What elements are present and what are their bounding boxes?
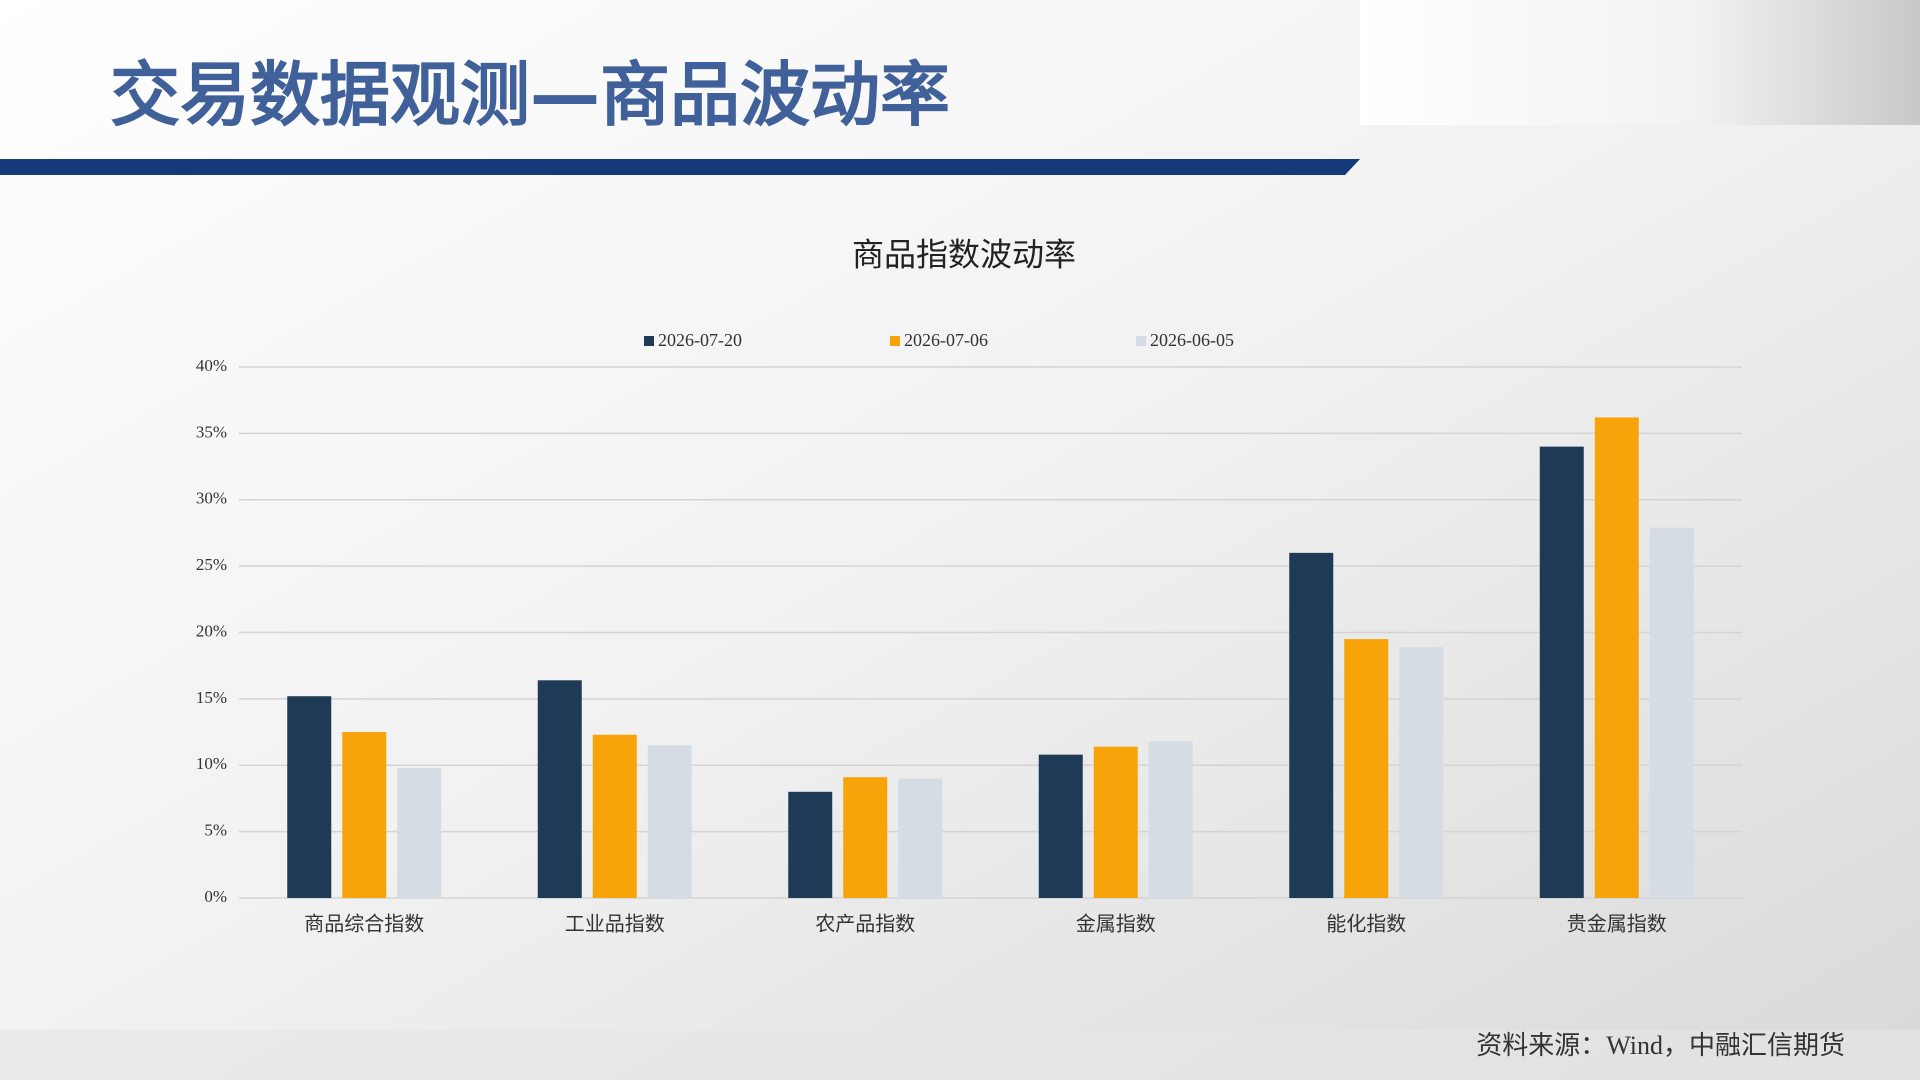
header-bar (0, 159, 1360, 175)
bar (898, 778, 943, 898)
page-title: 交易数据观测—商品波动率 (110, 54, 950, 136)
x-tick-label: 贵金属指数 (1567, 913, 1667, 936)
legend-label: 2026-07-06 (904, 330, 988, 350)
x-tick-label: 农产品指数 (815, 913, 915, 936)
bar (1093, 746, 1138, 898)
bar (1289, 552, 1334, 898)
bar (1148, 741, 1193, 898)
x-tick-label: 工业品指数 (565, 913, 665, 936)
bar (1399, 647, 1444, 898)
bar (1344, 639, 1389, 898)
x-tick-label: 能化指数 (1326, 913, 1406, 936)
chart-title: 商品指数波动率 (852, 236, 1076, 272)
bar (788, 791, 833, 898)
bar (397, 767, 442, 898)
legend-swatch (890, 336, 900, 346)
bar (537, 680, 582, 898)
y-tick-label: 35% (196, 422, 227, 441)
legend-label: 2026-07-20 (658, 330, 742, 350)
bar (1539, 446, 1584, 898)
plot: 0% 5% 10% 15% 20% 25% 30% 35% 40% 2026-07-20 2026-… (196, 330, 1742, 936)
bar (342, 732, 387, 898)
footer-band (0, 1030, 1920, 1080)
bar (287, 696, 332, 898)
bar (843, 777, 888, 898)
x-tick-label: 金属指数 (1076, 913, 1156, 936)
y-tick-label: 25% (196, 555, 227, 574)
y-tick-label: 30% (196, 489, 227, 508)
bar (592, 734, 637, 898)
bar (647, 745, 692, 898)
y-tick-label: 15% (196, 688, 227, 707)
bar (1038, 754, 1083, 898)
header-shade (1360, 0, 1920, 125)
bar (1594, 417, 1639, 898)
y-tick-label: 20% (196, 621, 227, 640)
source: 资料来源：Wind，中融汇信期货 (1476, 1031, 1845, 1060)
legend-swatch (644, 336, 654, 346)
y-tick-label: 5% (204, 821, 227, 840)
legend-label: 2026-06-05 (1150, 330, 1234, 350)
legend-swatch (1136, 336, 1146, 346)
x-tick-label: 商品综合指数 (304, 913, 424, 936)
y-tick-label: 40% (196, 356, 227, 375)
y-tick-label: 10% (196, 754, 227, 773)
bar (1649, 527, 1694, 898)
y-tick-label: 0% (204, 887, 227, 906)
